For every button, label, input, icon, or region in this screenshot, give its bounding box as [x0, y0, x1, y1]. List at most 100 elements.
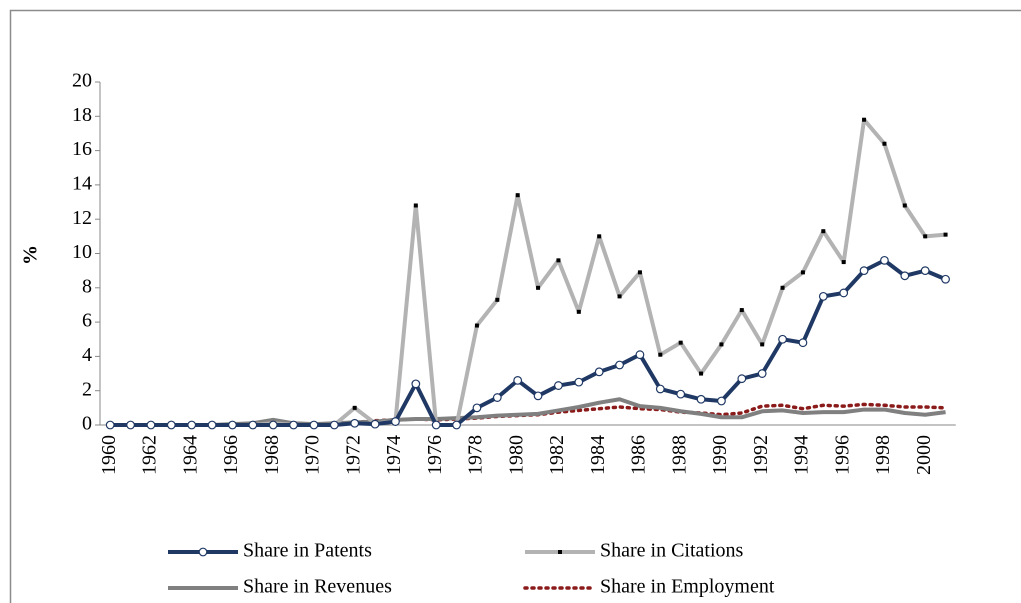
chart-frame: [9, 9, 1021, 603]
y-tick-label: 8: [82, 275, 92, 297]
point-marker: [554, 381, 563, 390]
point-marker: [228, 420, 237, 430]
x-tick-label: 1968: [261, 435, 283, 475]
point-marker: [902, 203, 907, 208]
point-marker: [536, 285, 541, 290]
legend-marker: [558, 550, 562, 554]
point-marker: [594, 367, 604, 377]
point-marker: [800, 270, 805, 275]
y-tick-label: 4: [82, 344, 92, 366]
point-marker: [920, 266, 930, 276]
point-marker: [431, 420, 441, 430]
point-marker: [492, 393, 502, 402]
point-marker: [676, 389, 686, 399]
point-marker: [699, 371, 704, 376]
point-marker: [635, 350, 645, 360]
point-marker: [658, 352, 663, 357]
point-marker: [472, 403, 482, 413]
x-tick-label: 1992: [750, 435, 772, 475]
point-marker: [413, 203, 418, 208]
point-marker: [637, 270, 642, 275]
point-marker: [352, 405, 357, 410]
point-marker: [696, 394, 706, 404]
x-tick-label: 1962: [139, 435, 161, 475]
point-marker: [880, 255, 889, 265]
x-tick-label: 1978: [465, 435, 487, 475]
point-marker: [513, 376, 523, 385]
series-line: [110, 117, 946, 427]
x-tick-label: 1970: [302, 435, 324, 475]
y-tick-label: 0: [82, 413, 92, 435]
y-tick-label: 14: [72, 172, 92, 194]
point-marker: [900, 271, 910, 281]
point-marker: [309, 420, 319, 430]
y-tick-label: 2: [82, 378, 92, 400]
point-marker: [391, 417, 400, 426]
point-marker: [839, 288, 849, 298]
point-marker: [187, 420, 197, 430]
x-tick-label: 1964: [179, 435, 201, 475]
point-marker: [556, 258, 561, 263]
point-marker: [737, 374, 747, 384]
point-marker: [105, 420, 115, 430]
point-marker: [780, 285, 785, 290]
point-marker: [452, 420, 461, 430]
point-marker: [350, 418, 360, 428]
y-tick-label: 6: [82, 310, 92, 332]
point-marker: [533, 391, 543, 401]
x-tick-label: 1972: [342, 435, 364, 475]
y-tick-label: 18: [72, 104, 92, 126]
point-marker: [923, 234, 928, 239]
point-marker: [289, 420, 298, 430]
x-tick-label: 1982: [546, 435, 568, 475]
legend-marker: [198, 547, 208, 557]
point-marker: [678, 340, 683, 345]
x-tick-label: 1996: [831, 435, 853, 475]
x-tick-label: 1988: [668, 435, 690, 475]
x-tick-label: 1976: [424, 435, 446, 475]
x-tick-label: 1998: [872, 435, 894, 475]
x-tick-label: 1960: [98, 435, 120, 475]
x-tick-label: 1986: [628, 435, 650, 475]
x-tick-label: 2000: [913, 435, 935, 475]
point-marker: [126, 420, 135, 430]
point-marker: [818, 291, 828, 301]
point-marker: [760, 342, 765, 347]
point-marker: [862, 117, 867, 122]
x-tick-label: 1984: [587, 435, 609, 475]
point-marker: [515, 193, 520, 198]
point-marker: [597, 234, 602, 239]
y-tick-label: 20: [72, 70, 92, 92]
point-marker: [329, 420, 339, 430]
point-marker: [617, 294, 622, 299]
point-marker: [719, 342, 724, 347]
point-marker: [798, 338, 808, 348]
point-marker: [146, 420, 156, 430]
point-marker: [882, 141, 887, 146]
point-marker: [574, 377, 584, 387]
point-marker: [495, 297, 500, 302]
point-marker: [943, 232, 948, 237]
legend-label: Share in Revenues: [243, 576, 392, 598]
point-marker: [821, 229, 826, 234]
point-marker: [941, 274, 950, 284]
point-marker: [841, 260, 846, 265]
point-marker: [474, 323, 479, 328]
point-marker: [576, 309, 581, 314]
x-tick-label: 1994: [791, 435, 813, 475]
legend-label: Share in Employment: [600, 576, 775, 598]
x-tick-label: 1980: [505, 435, 527, 475]
legend-label: Share in Citations: [600, 540, 744, 562]
point-marker: [778, 334, 787, 344]
point-marker: [370, 419, 380, 429]
y-tick-label: 16: [72, 138, 92, 160]
x-tick-label: 1974: [383, 435, 405, 475]
series-line: [110, 397, 946, 427]
y-tick-label: 12: [72, 207, 92, 229]
point-marker: [411, 379, 421, 389]
point-marker: [859, 266, 869, 276]
legend-label: Share in Patents: [243, 540, 372, 562]
point-marker: [717, 396, 726, 406]
series-line: [110, 258, 947, 427]
